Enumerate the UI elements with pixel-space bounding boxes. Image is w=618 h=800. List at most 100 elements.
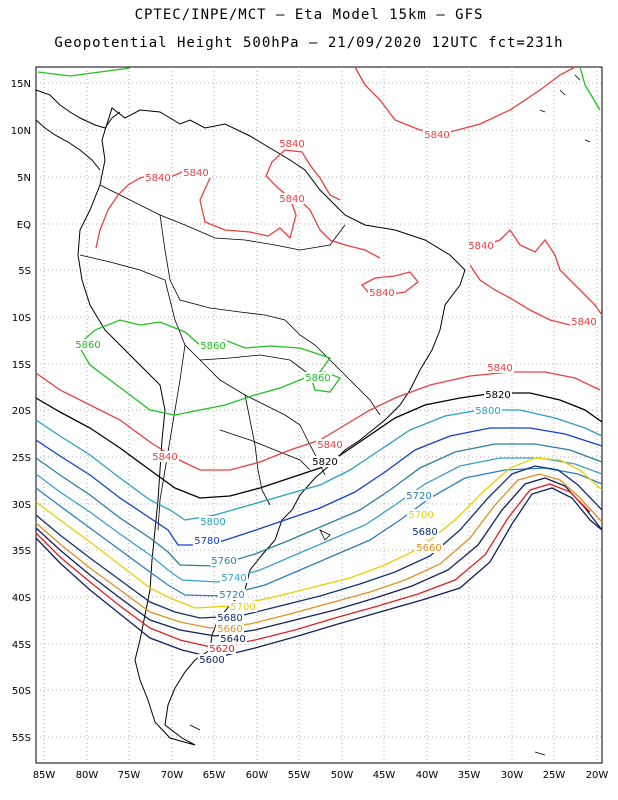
islands <box>189 74 591 756</box>
contour-label-5780: 5780 <box>194 536 219 547</box>
contour-label-bg <box>218 589 246 600</box>
contour-5620 <box>35 483 591 649</box>
contour-label-5600: 5600 <box>199 655 224 666</box>
contour-label-5760: 5760 <box>211 556 236 567</box>
latitude-tick-label: 55S <box>12 733 31 744</box>
contour-label-5660: 5660 <box>416 543 441 554</box>
contour-5700 <box>35 457 603 609</box>
contour-label-bg <box>199 340 227 351</box>
contour-5840 <box>469 264 591 326</box>
contour-label-5860: 5860 <box>75 340 100 351</box>
contour-labels: 5840 5840 5840 5840 5840 5840 5840 5840 5840 5840… <box>74 129 598 666</box>
longitude-tick-label: 50W <box>331 770 354 781</box>
map-frame <box>35 66 603 764</box>
contour-label-bg <box>182 167 210 178</box>
contour-label-5840: 5840 <box>183 168 208 179</box>
contour-5860 <box>37 67 131 77</box>
contour-5840 <box>467 228 603 316</box>
contour-label-bg <box>304 372 332 383</box>
contour-label-5840: 5840 <box>145 173 170 184</box>
graticule <box>36 67 602 763</box>
contour-label-5700: 5700 <box>230 602 255 613</box>
contour-5720 <box>35 467 603 597</box>
contour-label-5840: 5840 <box>279 139 304 150</box>
contour-5600 <box>35 487 603 659</box>
contour-5840 <box>95 149 341 249</box>
contour-label-bg <box>278 138 306 149</box>
contour-5820 <box>35 392 603 499</box>
contour-label-bg <box>484 389 512 400</box>
latitude-tick-label: 15S <box>12 360 31 371</box>
contour-label-5740: 5740 <box>221 573 246 584</box>
contour-label-bg <box>486 362 514 373</box>
contour-label-5680: 5680 <box>412 527 437 538</box>
contour-label-bg <box>316 439 344 450</box>
contour-label-bg <box>474 405 502 416</box>
latitude-tick-label: 35S <box>12 546 31 557</box>
contour-5760 <box>35 443 603 567</box>
contour-5800 <box>35 409 603 521</box>
longitude-tick-label: 40W <box>416 770 439 781</box>
contour-label-5720: 5720 <box>219 590 244 601</box>
contour-label-5680: 5680 <box>217 613 242 624</box>
latitude-tick-label: 20S <box>12 406 31 417</box>
longitude-tick-label: 85W <box>33 770 56 781</box>
latitude-tick-label: 45S <box>12 640 31 651</box>
longitude-tick-label: 45W <box>373 770 396 781</box>
axis-ticks: 15N 10N 5N EQ 5S 10S 15S 20S 25S 30S 35S 40S 45S 50S 5… <box>11 79 609 781</box>
contour-label-5840: 5840 <box>317 440 342 451</box>
contour-label-5700: 5700 <box>408 510 433 521</box>
central-america-coast <box>35 89 121 171</box>
contour-label-5800: 5800 <box>475 406 500 417</box>
longitude-tick-label: 80W <box>76 770 99 781</box>
latitude-tick-label: 15N <box>11 79 31 90</box>
contour-label-5620: 5620 <box>209 644 234 655</box>
contour-label-5840: 5840 <box>424 130 449 141</box>
contour-5640 <box>35 477 603 637</box>
latitude-tick-label: EQ <box>17 220 31 231</box>
longitude-tick-label: 20W <box>586 770 609 781</box>
contour-label-5840: 5840 <box>279 194 304 205</box>
longitude-tick-label: 65W <box>203 770 226 781</box>
contour-label-bg <box>74 339 102 350</box>
longitude-tick-label: 35W <box>458 770 481 781</box>
contour-5840 <box>299 199 381 259</box>
country-borders <box>79 184 381 531</box>
contour-label-5840: 5840 <box>468 241 493 252</box>
longitude-tick-label: 55W <box>288 770 311 781</box>
longitude-tick-label: 60W <box>246 770 269 781</box>
longitude-tick-label: 25W <box>543 770 566 781</box>
height-contours <box>35 66 603 659</box>
contour-label-5800: 5800 <box>200 517 225 528</box>
contour-5740 <box>35 457 603 583</box>
latitude-tick-label: 10S <box>12 313 31 324</box>
longitude-tick-label: 75W <box>118 770 141 781</box>
latitude-tick-label: 5S <box>18 266 31 277</box>
contour-label-bg <box>278 193 306 204</box>
contour-5680 <box>35 465 603 619</box>
latitude-tick-label: 10N <box>11 126 31 137</box>
contour-label-5840: 5840 <box>369 288 394 299</box>
contour-label-5720: 5720 <box>406 491 431 502</box>
contour-5860 <box>579 66 601 111</box>
contour-label-bg <box>198 654 226 665</box>
contour-label-bg <box>220 572 248 583</box>
contour-5660 <box>35 473 603 629</box>
contour-label-5820: 5820 <box>485 390 510 401</box>
latitude-tick-label: 40S <box>12 593 31 604</box>
contour-label-5640: 5640 <box>220 634 245 645</box>
contour-label-bg <box>411 526 439 537</box>
contour-label-bg <box>151 451 179 462</box>
contour-label-5840: 5840 <box>487 363 512 374</box>
contour-label-5820: 5820 <box>312 457 337 468</box>
contour-label-bg <box>407 509 435 520</box>
contour-label-bg <box>210 555 238 566</box>
latitude-tick-label: 30S <box>12 500 31 511</box>
contour-label-bg <box>144 172 172 183</box>
contour-label-bg <box>216 612 244 623</box>
contour-label-5840: 5840 <box>152 452 177 463</box>
latitude-tick-label: 5N <box>17 173 31 184</box>
chart-title-line-1: CPTEC/INPE/MCT – Eta Model 15km – GFS <box>134 7 484 23</box>
contour-5780 <box>35 427 603 546</box>
